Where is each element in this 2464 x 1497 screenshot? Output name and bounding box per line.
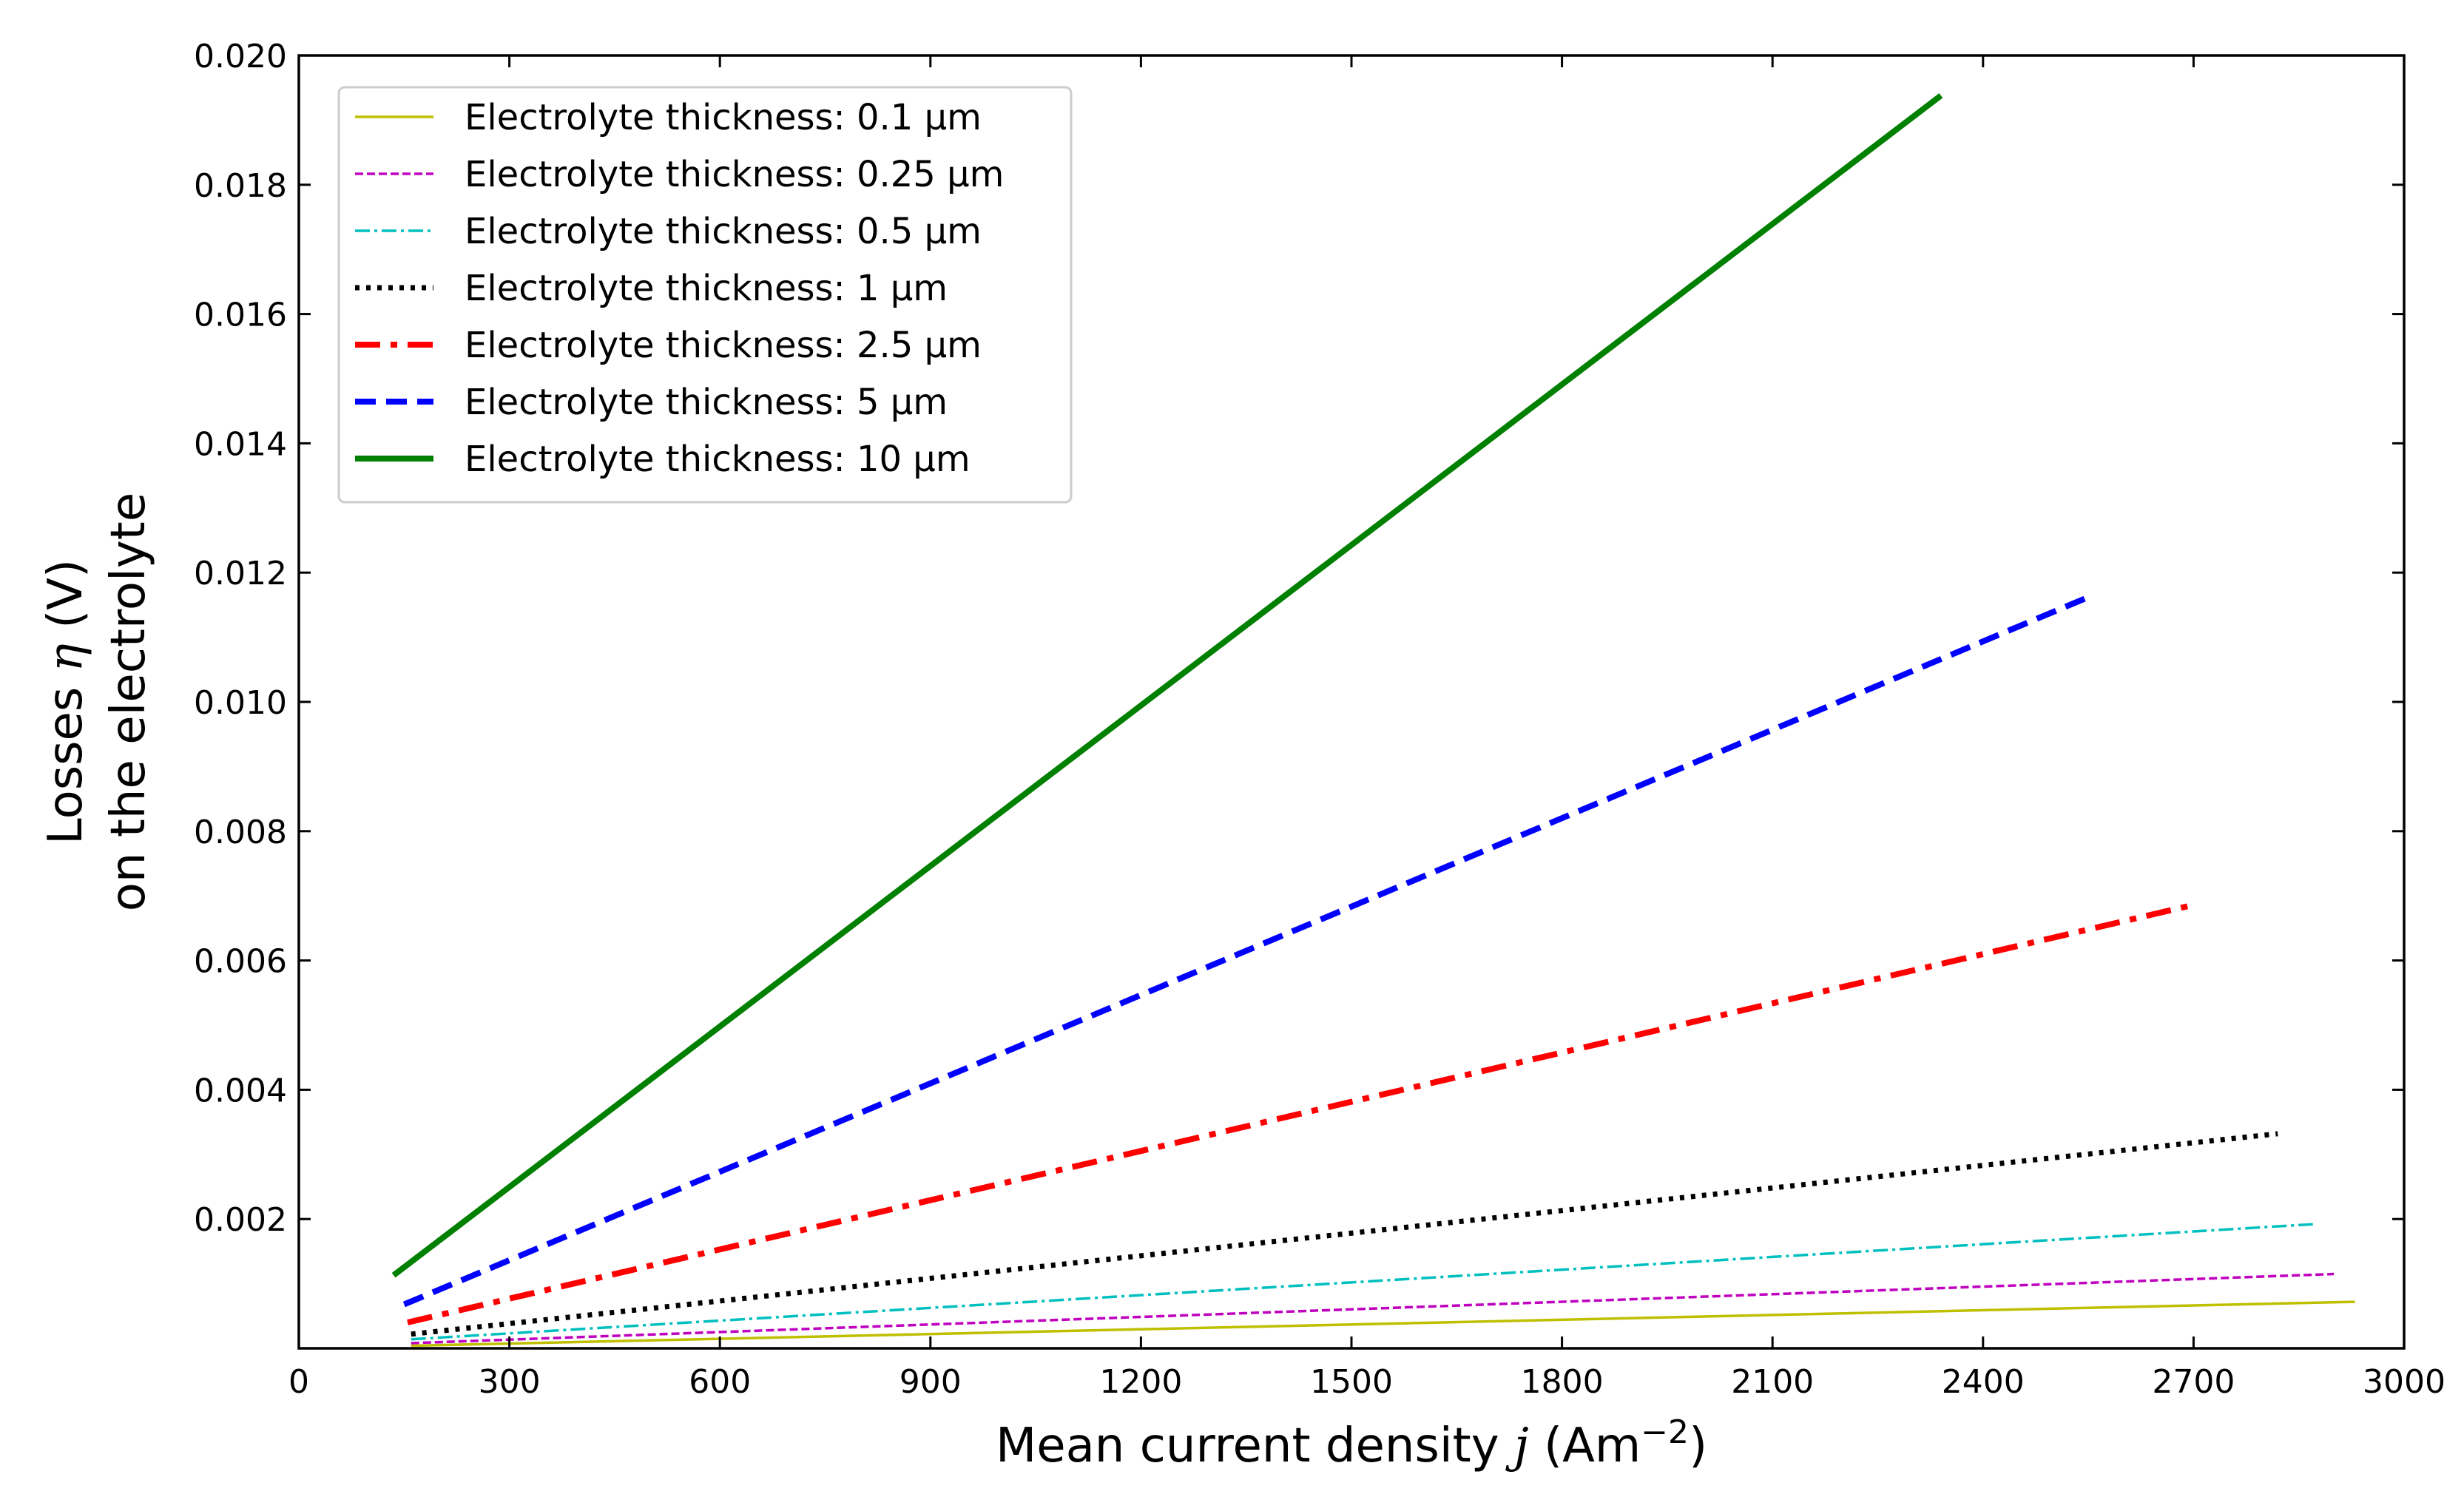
- series-line-3: [411, 1223, 2313, 1341]
- series-line-1: [411, 1300, 2355, 1348]
- x-tick-label: 300: [479, 1363, 541, 1401]
- y-tick-label: 0.002: [194, 1201, 287, 1239]
- y-tick-label: 0.016: [194, 297, 287, 334]
- x-tick-label: 2100: [1731, 1363, 1814, 1401]
- y-tick-label: 0.010: [194, 684, 287, 722]
- x-tick-label: 0: [288, 1363, 309, 1401]
- x-tick-label: 2700: [2152, 1363, 2235, 1401]
- legend: Electrolyte thickness: 0.1 μm Electrolyte…: [337, 86, 1073, 504]
- legend-label-4: Electrolyte thickness: 1 μm: [465, 268, 948, 309]
- legend-label-7: Electrolyte thickness: 10 μm: [465, 439, 971, 480]
- x-tick-label: 2400: [1942, 1363, 2025, 1401]
- y-axis-label-line-1: Losses η (V): [38, 559, 93, 845]
- x-tick-label: 600: [689, 1363, 751, 1401]
- legend-label-2: Electrolyte thickness: 0.25 μm: [465, 154, 1004, 195]
- series-line-6: [402, 594, 2090, 1308]
- x-tick-label: 1500: [1310, 1363, 1393, 1401]
- legend-label-3: Electrolyte thickness: 0.5 μm: [465, 211, 982, 252]
- y-tick-label: 0.014: [194, 425, 287, 463]
- y-tick-label: 0.020: [194, 38, 287, 75]
- y-tick-label: 0.006: [194, 943, 287, 981]
- x-tick-label: 1800: [1521, 1363, 1604, 1401]
- series-line-7: [391, 93, 1943, 1278]
- y-tick-label: 0.012: [194, 555, 287, 592]
- x-tick-label: 900: [899, 1363, 962, 1401]
- legend-label-6: Electrolyte thickness: 5 μm: [465, 382, 948, 423]
- y-tick-label: 0.008: [194, 814, 287, 851]
- y-tick-label: 0.004: [194, 1072, 287, 1109]
- y-axis-label-line-2: on the electrolyte: [101, 493, 156, 911]
- legend-label-5: Electrolyte thickness: 2.5 μm: [465, 325, 982, 366]
- series-line-4: [411, 1131, 2278, 1337]
- x-tick-label: 1200: [1099, 1363, 1182, 1401]
- series-line-5: [407, 902, 2195, 1325]
- y-tick-label: 0.018: [194, 167, 287, 205]
- series-line-2: [411, 1272, 2335, 1345]
- legend-box: [337, 86, 1073, 504]
- x-axis-label: Mean current density j (Am−2): [996, 1413, 1707, 1474]
- x-tick-label: 3000: [2363, 1363, 2446, 1401]
- legend-label-1: Electrolyte thickness: 0.1 μm: [465, 97, 982, 138]
